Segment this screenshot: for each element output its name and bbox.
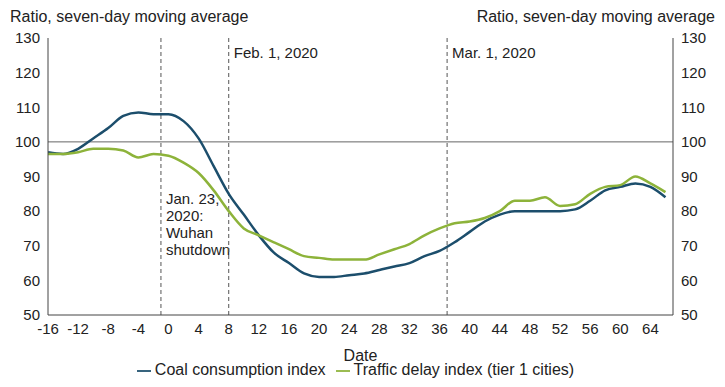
svg-text:Date: Date bbox=[344, 347, 378, 364]
svg-text:24: 24 bbox=[341, 320, 358, 337]
svg-text:0: 0 bbox=[164, 320, 172, 337]
svg-text:60: 60 bbox=[612, 320, 629, 337]
svg-text:12: 12 bbox=[250, 320, 267, 337]
svg-text:80: 80 bbox=[23, 202, 40, 219]
svg-text:130: 130 bbox=[15, 30, 40, 46]
svg-text:-4: -4 bbox=[132, 320, 145, 337]
svg-text:8: 8 bbox=[225, 320, 233, 337]
svg-text:50: 50 bbox=[681, 306, 698, 323]
html-text:Jan. 23,: Jan. 23, bbox=[166, 190, 220, 208]
svg-text:48: 48 bbox=[522, 320, 539, 337]
svg-text:60: 60 bbox=[23, 272, 40, 289]
svg-text:70: 70 bbox=[23, 237, 40, 254]
svg-text:100: 100 bbox=[681, 133, 706, 150]
svg-text:32: 32 bbox=[401, 320, 418, 337]
html-text:2020:: 2020: bbox=[166, 207, 204, 225]
svg-text:130: 130 bbox=[681, 30, 706, 46]
svg-text:120: 120 bbox=[681, 64, 706, 81]
svg-text:110: 110 bbox=[16, 99, 40, 116]
svg-text:-16: -16 bbox=[37, 320, 59, 337]
svg-text:100: 100 bbox=[15, 133, 40, 150]
svg-text:90: 90 bbox=[23, 168, 40, 185]
svg-text:80: 80 bbox=[681, 202, 698, 219]
svg-text:44: 44 bbox=[491, 320, 508, 337]
svg-text:-8: -8 bbox=[102, 320, 115, 337]
html-text:Ratio, seven-day moving averag: Ratio, seven-day moving average bbox=[476, 8, 715, 25]
svg-text:110: 110 bbox=[681, 99, 705, 116]
svg-text:20: 20 bbox=[311, 320, 328, 337]
svg-text:16: 16 bbox=[281, 320, 298, 337]
svg-text:60: 60 bbox=[681, 272, 698, 289]
html-text:Traffic delay index (tier 1 ci: Traffic delay index (tier 1 cities) bbox=[353, 361, 575, 378]
svg-text:90: 90 bbox=[681, 168, 698, 185]
svg-text:4: 4 bbox=[194, 320, 202, 337]
svg-text:52: 52 bbox=[552, 320, 569, 337]
svg-text:28: 28 bbox=[371, 320, 388, 337]
html-text:shutdown: shutdown bbox=[166, 241, 231, 259]
svg-text:40: 40 bbox=[461, 320, 478, 337]
html-text:Coal consumption index: Coal consumption index bbox=[154, 361, 326, 378]
svg-text:56: 56 bbox=[582, 320, 599, 337]
svg-text:36: 36 bbox=[431, 320, 448, 337]
html-text:Ratio, seven-day moving averag: Ratio, seven-day moving average bbox=[10, 8, 249, 25]
svg-text:-12: -12 bbox=[67, 320, 89, 337]
html-text:Wuhan: Wuhan bbox=[166, 224, 214, 242]
svg-text:50: 50 bbox=[23, 306, 40, 323]
svg-text:Feb. 1, 2020: Feb. 1, 2020 bbox=[234, 44, 318, 61]
svg-text:Mar. 1, 2020: Mar. 1, 2020 bbox=[452, 44, 535, 61]
svg-text:120: 120 bbox=[15, 64, 40, 81]
svg-text:70: 70 bbox=[681, 237, 698, 254]
svg-text:64: 64 bbox=[642, 320, 659, 337]
